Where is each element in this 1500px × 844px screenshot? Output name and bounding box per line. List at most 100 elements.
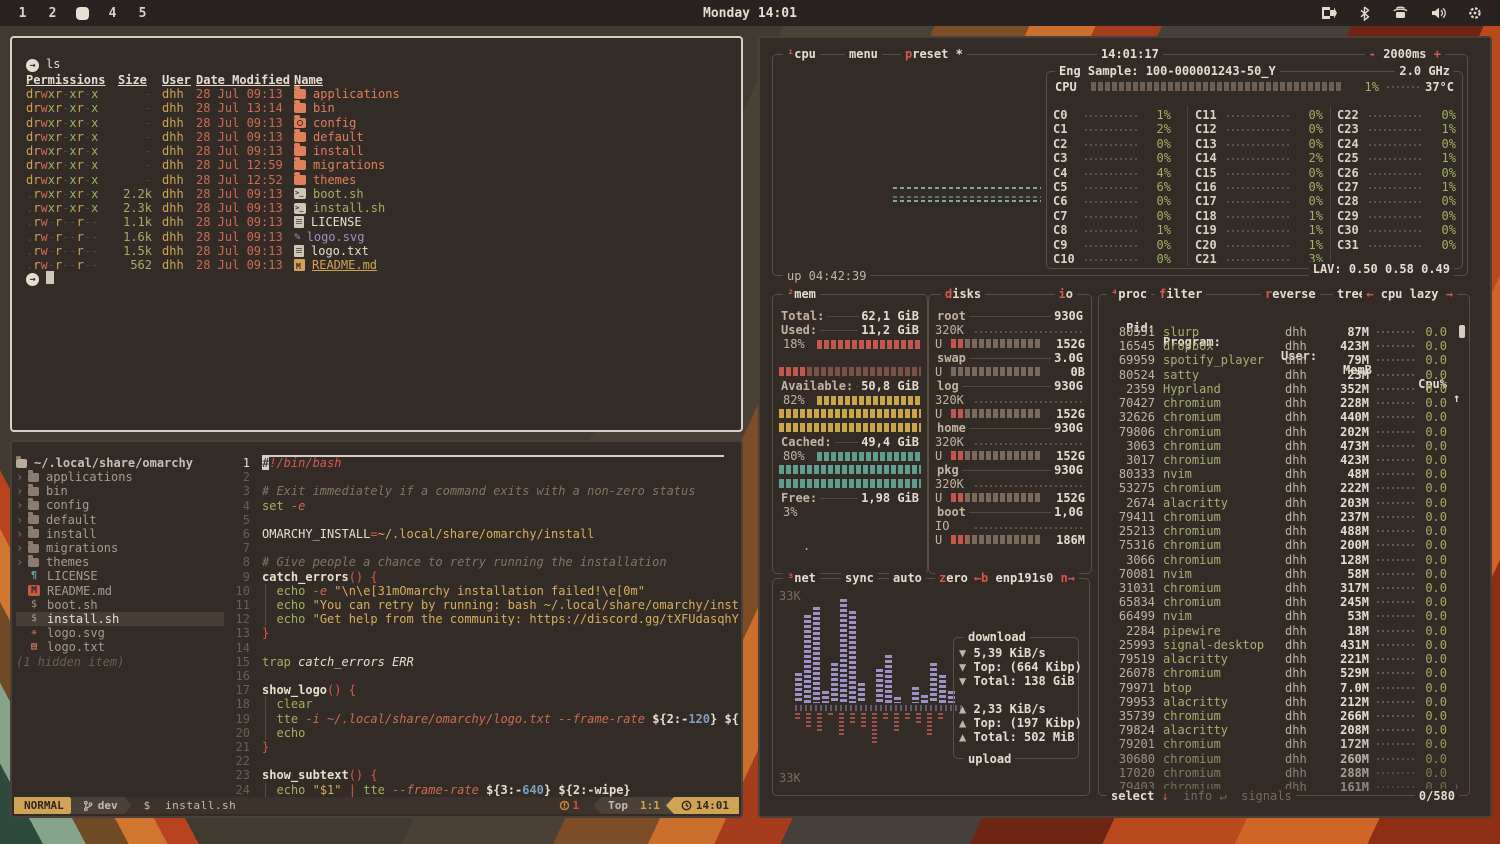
- process-row[interactable]: 79824 alacritty dhh 208M 0.0: [1118, 723, 1447, 738]
- download-top: Top: (664 Kibp): [973, 660, 1082, 674]
- tree-item-license[interactable]: ¶ LICENSE: [16, 569, 224, 583]
- core-pct: 1%: [1441, 122, 1456, 137]
- screenshare-icon[interactable]: [1321, 6, 1337, 20]
- process-row[interactable]: 79806 chromium dhh 202M 0.0: [1118, 424, 1447, 439]
- settings-icon[interactable]: [1468, 6, 1482, 20]
- process-row[interactable]: 79201 chromium dhh 172M 0.0: [1118, 737, 1447, 752]
- tree-item-themes[interactable]: › themes: [16, 554, 90, 570]
- process-row[interactable]: 30680 chromium dhh 260M 0.0: [1118, 751, 1447, 766]
- net-tick: [872, 713, 877, 743]
- readme-icon: M: [28, 585, 40, 597]
- header-memb[interactable]: MemB: [1343, 363, 1372, 377]
- preset-button[interactable]: preset *: [901, 47, 967, 61]
- process-row[interactable]: 31031 chromium dhh 317M 0.0: [1118, 580, 1447, 595]
- editor-window[interactable]: ~/.local/share/omarchy › applications › bin…: [10, 440, 743, 818]
- ls-name: README.md: [294, 258, 377, 274]
- reverse-button[interactable]: reverse: [1261, 287, 1320, 301]
- process-row[interactable]: 2284 pipewire dhh 18M 0.0: [1126, 623, 1447, 638]
- process-row[interactable]: 70081 nvim dhh 58M 0.0: [1118, 566, 1447, 581]
- process-row[interactable]: 17020 chromium dhh 288M 0.0: [1118, 765, 1447, 780]
- bluetooth-icon[interactable]: [1359, 5, 1370, 21]
- process-row[interactable]: 66499 nvim dhh 53M 0.0: [1118, 609, 1447, 624]
- signals-button[interactable]: signals: [1241, 789, 1292, 803]
- tree-item-applications[interactable]: › applications: [16, 469, 133, 484]
- core-leader: [1085, 201, 1137, 204]
- tree-item-logo-svg[interactable]: ✳ logo.svg: [16, 626, 224, 640]
- process-row[interactable]: 53275 chromium dhh 222M 0.0: [1118, 481, 1447, 496]
- tree-item-logo-txt[interactable]: ▤ logo.txt: [16, 640, 224, 654]
- disks-tab[interactable]: disks: [941, 287, 986, 301]
- prompt-line-2[interactable]: →: [26, 271, 54, 286]
- process-row[interactable]: 3063 chromium dhh 473M 0.0: [1126, 438, 1447, 453]
- tree-item-bin[interactable]: › bin: [16, 483, 68, 499]
- net-zero-button[interactable]: zero: [935, 571, 972, 585]
- process-row[interactable]: 75316 chromium dhh 200M 0.0: [1118, 538, 1447, 553]
- volume-icon[interactable]: [1431, 6, 1446, 20]
- net-sync-button[interactable]: sync: [841, 571, 878, 585]
- workspace-1[interactable]: 1: [18, 5, 27, 21]
- process-row[interactable]: 3066 chromium dhh 128M 0.0: [1126, 552, 1447, 567]
- process-row[interactable]: 2674 alacritty dhh 203M 0.0: [1126, 495, 1447, 510]
- tree-item-install[interactable]: › install: [16, 526, 97, 541]
- cpu-tab[interactable]: ¹cpu: [783, 47, 820, 61]
- process-row[interactable]: 2359 Hyprland dhh 352M 0.0: [1126, 381, 1447, 396]
- filter-button[interactable]: filter: [1155, 287, 1207, 301]
- process-row[interactable]: 65834 chromium dhh 245M 0.0: [1118, 595, 1447, 610]
- tree-root[interactable]: ~/.local/share/omarchy: [16, 455, 224, 470]
- info-button[interactable]: info: [1183, 789, 1213, 803]
- net-device[interactable]: ←b enp191s0 n→: [969, 571, 1079, 585]
- process-row[interactable]: 25993 signal-desktop dhh 431M 0.0: [1118, 637, 1447, 652]
- process-row[interactable]: 79519 alacritty dhh 221M 0.0: [1118, 652, 1447, 667]
- process-row[interactable]: 80531 slurp dhh 87M 0.0: [1118, 325, 1447, 339]
- system-monitor-window[interactable]: ¹cpu menu preset * 14:01:17 - 2000ms + u…: [758, 36, 1492, 818]
- process-row[interactable]: 26078 chromium dhh 529M 0.0: [1118, 666, 1447, 681]
- terminal-window[interactable]: → ls Permissions Size User Date Modified …: [10, 36, 743, 432]
- core-pct: 1%: [1441, 151, 1456, 166]
- workspace-active[interactable]: [76, 6, 89, 20]
- process-row[interactable]: 69959 spotify_player dhh 79M 0.0: [1118, 353, 1447, 368]
- select-button[interactable]: select: [1111, 789, 1155, 803]
- update-interval[interactable]: - 2000ms +: [1364, 47, 1445, 61]
- process-row[interactable]: 79953 alacritty dhh 212M 0.0: [1118, 694, 1447, 709]
- tree-item-install-sh[interactable]: $ install.sh: [16, 612, 224, 626]
- tree-item-boot-sh[interactable]: $ boot.sh: [16, 598, 224, 612]
- menu-button[interactable]: menu: [845, 47, 882, 61]
- process-row[interactable]: 32626 chromium dhh 440M 0.0: [1118, 410, 1447, 425]
- net-tab[interactable]: ³net: [783, 571, 820, 585]
- process-row[interactable]: 3017 chromium dhh 423M 0.0: [1126, 452, 1447, 467]
- proc-tab[interactable]: ⁴proc: [1107, 287, 1152, 301]
- mem-stat-row: Free: 1,98 GiB: [778, 491, 922, 505]
- tree-button[interactable]: tree: [1333, 287, 1370, 301]
- sort-selector[interactable]: ← cpu lazy →: [1362, 287, 1457, 301]
- header-pid[interactable]: Pid:: [1126, 321, 1155, 335]
- process-row[interactable]: 80333 nvim dhh 48M 0.0: [1118, 467, 1447, 482]
- tree-item-default[interactable]: › default: [16, 512, 97, 527]
- proc-scrollbar-thumb[interactable]: [1459, 325, 1465, 338]
- net-auto-button[interactable]: auto: [889, 571, 926, 585]
- workspace-2[interactable]: 2: [48, 5, 57, 21]
- tree-item-migrations[interactable]: › migrations: [16, 540, 119, 555]
- tree-item-readme-md[interactable]: M README.md: [16, 584, 224, 598]
- network-icon[interactable]: [1392, 6, 1409, 20]
- header-user[interactable]: User:: [1281, 349, 1318, 363]
- process-row[interactable]: 16545 dropbox dhh 423M 0.0: [1118, 339, 1447, 354]
- core-label: C11: [1195, 108, 1217, 122]
- tree-item-config[interactable]: › config: [16, 497, 90, 513]
- workspace-4[interactable]: 4: [108, 5, 117, 21]
- core-pct: 1%: [1156, 223, 1171, 238]
- mem-history: [1377, 345, 1415, 348]
- pen-icon: ✎: [294, 229, 301, 243]
- workspace-5[interactable]: 5: [138, 5, 147, 21]
- io-tab[interactable]: io: [1054, 287, 1077, 301]
- header-cpu[interactable]: Cpu%: [1418, 377, 1447, 391]
- disk-name-row: log 930G: [934, 379, 1086, 393]
- up-arrow-icon: ▲: [959, 730, 974, 744]
- process-row[interactable]: 80524 satty dhh 23M 0.0: [1118, 367, 1447, 382]
- process-row[interactable]: 35739 chromium dhh 266M 0.0: [1118, 708, 1447, 723]
- mem-tab[interactable]: ²mem: [783, 287, 820, 301]
- process-row[interactable]: 79971 btop dhh 7.0M 0.0: [1118, 680, 1447, 695]
- process-row[interactable]: 70427 chromium dhh 228M 0.0: [1118, 396, 1447, 411]
- header-program[interactable]: Program:: [1163, 335, 1221, 349]
- process-row[interactable]: 79411 chromium dhh 237M 0.0: [1118, 509, 1447, 524]
- process-row[interactable]: 25213 chromium dhh 488M 0.0: [1118, 524, 1447, 539]
